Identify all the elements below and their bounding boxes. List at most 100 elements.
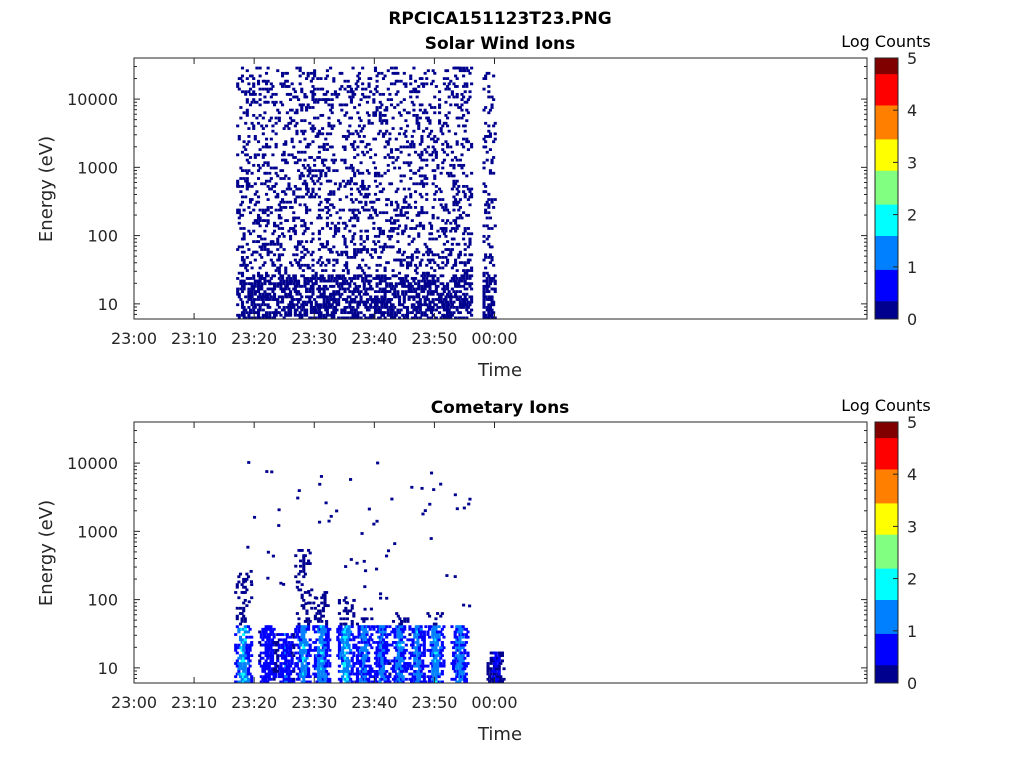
heatmap-cell (317, 646, 321, 650)
heatmap-cell (246, 575, 251, 579)
heatmap-cell (428, 303, 432, 307)
heatmap-cell (359, 648, 363, 652)
heatmap-cell (349, 664, 353, 668)
heatmap-cell (290, 298, 294, 301)
heatmap-cell (377, 648, 381, 652)
heatmap-cell (436, 664, 440, 668)
heatmap-cell (438, 300, 442, 304)
heatmap-cell (285, 677, 289, 681)
heatmap-cell (293, 279, 297, 283)
heatmap-cell (256, 221, 261, 225)
heatmap-cell (403, 620, 407, 623)
heatmap-cell (412, 108, 416, 112)
heatmap-cell (403, 651, 407, 655)
heatmap-cell (325, 308, 329, 312)
heatmap-cell (347, 633, 351, 636)
heatmap-cell (267, 664, 271, 668)
heatmap-cell (367, 287, 371, 291)
heatmap-cell (266, 66, 270, 70)
heatmap-cell (354, 295, 358, 299)
heatmap-cell (327, 279, 331, 283)
heatmap-cell (468, 240, 472, 244)
heatmap-cell (393, 258, 397, 262)
heatmap-cell (368, 672, 372, 676)
heatmap-cell (243, 641, 247, 644)
heatmap-cell (258, 103, 262, 107)
heatmap-cell (393, 680, 397, 684)
heatmap-cell (364, 145, 368, 149)
heatmap-cell (378, 182, 382, 186)
heatmap-cell (318, 669, 322, 673)
heatmap-cell (365, 142, 370, 146)
heatmap-cell (324, 198, 328, 201)
heatmap-cell (421, 211, 426, 215)
heatmap-cell (325, 641, 329, 644)
heatmap-cell (454, 156, 458, 159)
heatmap-cell (261, 308, 265, 312)
heatmap-cell (308, 300, 312, 304)
heatmap-cell (386, 140, 390, 144)
heatmap-cell (468, 203, 472, 207)
heatmap-cell (324, 279, 328, 283)
heatmap-cell (253, 192, 257, 196)
heatmap-cell (337, 627, 341, 631)
heatmap-cell (317, 303, 321, 307)
heatmap-cell (240, 256, 245, 259)
heatmap-cell (337, 638, 341, 642)
heatmap-cell (422, 646, 426, 650)
heatmap-cell (302, 651, 306, 655)
heatmap-cell (357, 274, 362, 278)
heatmap-cell (303, 92, 307, 96)
heatmap-cell (488, 261, 492, 265)
heatmap-cell (327, 274, 331, 278)
heatmap-cell (431, 635, 435, 639)
heatmap-cell (436, 633, 440, 636)
heatmap-cell (449, 313, 453, 317)
heatmap-cell (277, 234, 281, 238)
heatmap-cell (266, 198, 270, 201)
heatmap-cell (297, 627, 301, 631)
heatmap-cell (326, 672, 330, 676)
heatmap-cell (261, 145, 265, 149)
heatmap-cell (446, 300, 450, 304)
heatmap-cell (487, 206, 491, 209)
heatmap-cell (311, 290, 315, 294)
heatmap-cell (313, 641, 317, 644)
heatmap-cell (463, 667, 467, 671)
heatmap-cell (417, 311, 421, 315)
heatmap-cell (303, 641, 307, 644)
heatmap-cell (339, 656, 343, 660)
heatmap-cell (417, 292, 421, 296)
heatmap-cell (375, 198, 379, 201)
heatmap-cell (462, 237, 466, 241)
heatmap-cell (425, 245, 429, 249)
heatmap-cell (430, 316, 434, 320)
heatmap-cell (289, 200, 293, 204)
heatmap-cell (343, 298, 347, 301)
heatmap-cell (261, 292, 265, 296)
heatmap-cell (433, 95, 437, 99)
heatmap-cell (300, 664, 304, 668)
heatmap-cell (269, 211, 273, 215)
heatmap-cell (413, 675, 417, 679)
heatmap-cell (393, 292, 397, 296)
heatmap-cell (409, 227, 413, 230)
heatmap-cell (256, 298, 261, 301)
heatmap-cell (341, 269, 345, 272)
heatmap-cell (348, 116, 352, 120)
heatmap-cell (360, 651, 364, 655)
heatmap-cell (351, 166, 355, 170)
heatmap-cell (428, 635, 432, 639)
heatmap-cell (470, 192, 474, 196)
heatmap-cell (341, 221, 345, 225)
heatmap-cell (487, 305, 491, 309)
heatmap-cell (364, 87, 368, 91)
heatmap-cell (309, 308, 313, 312)
heatmap-cell (256, 240, 261, 244)
heatmap-cell (340, 277, 344, 280)
heatmap-cell (442, 635, 446, 639)
heatmap-cell (302, 664, 306, 668)
heatmap-cell (309, 284, 313, 288)
heatmap-cell (299, 559, 303, 563)
heatmap-cell (326, 659, 330, 663)
